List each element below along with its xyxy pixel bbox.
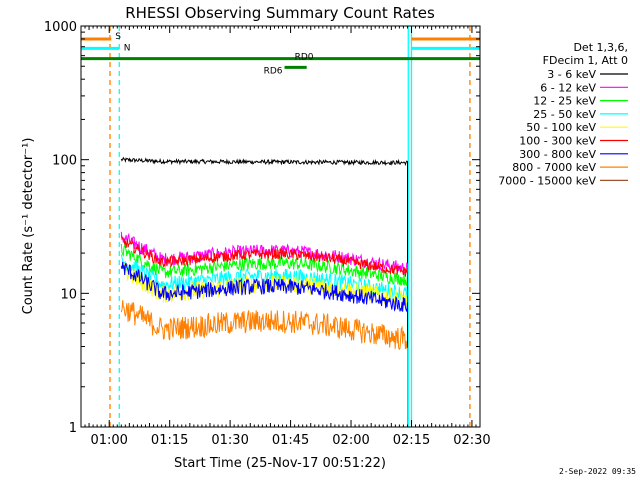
series-line xyxy=(120,243,408,427)
y-tick-label: 1 xyxy=(69,421,77,436)
plot-frame xyxy=(80,25,481,428)
legend-label: 800 - 7000 keV xyxy=(512,161,596,174)
series-line xyxy=(120,261,408,427)
legend-label: 12 - 25 keV xyxy=(533,95,596,108)
x-tick-label: 02:15 xyxy=(393,433,430,448)
legend-label: 50 - 100 keV xyxy=(526,121,596,134)
y-tick-label: 10 xyxy=(60,287,77,302)
plot-content: SN RD0 RD6 xyxy=(81,26,480,427)
chart-title: RHESSI Observing Summary Count Rates xyxy=(125,4,435,22)
series-line xyxy=(120,300,408,427)
legend-label: 3 - 6 keV xyxy=(547,68,596,81)
legend-label: 300 - 800 keV xyxy=(519,148,596,161)
footer-timestamp: 2-Sep-2022 09:35 xyxy=(559,467,636,476)
y-tick-label: 1000 xyxy=(44,20,77,35)
legend-label: 100 - 300 keV xyxy=(519,135,596,148)
legend-label: 25 - 50 keV xyxy=(533,108,596,121)
x-tick-label: 01:30 xyxy=(211,433,248,448)
x-tick-label: 01:45 xyxy=(272,433,309,448)
state-label-rd0: RD0 xyxy=(295,53,314,63)
state-label-s: S xyxy=(115,32,121,42)
y-tick-label: 100 xyxy=(52,154,77,169)
state-label-n: N xyxy=(124,44,131,54)
series-line xyxy=(120,254,408,427)
x-tick-label: 02:00 xyxy=(332,433,369,448)
x-axis-label: Start Time (25-Nov-17 00:51:22) xyxy=(174,456,386,471)
x-tick-label: 01:15 xyxy=(151,433,188,448)
legend-header-line-2: FDecim 1, Att 0 xyxy=(543,54,628,67)
series-line xyxy=(120,235,408,427)
series-line xyxy=(120,156,408,427)
y-axis-label: Count Rate (s⁻¹ detector⁻¹) xyxy=(21,138,36,315)
legend-header-line-1: Det 1,3,6, xyxy=(573,41,628,54)
legend-label: 6 - 12 keV xyxy=(540,81,596,94)
x-tick-label: 01:00 xyxy=(90,433,127,448)
legend-label: 7000 - 15000 keV xyxy=(498,174,596,187)
axes: 01:00 01:15 01:30 01:45 02:00 02:15 02:30 1 10 10… xyxy=(44,20,491,448)
x-tick-label: 02:30 xyxy=(453,433,490,448)
state-label-rd6: RD6 xyxy=(264,66,283,76)
